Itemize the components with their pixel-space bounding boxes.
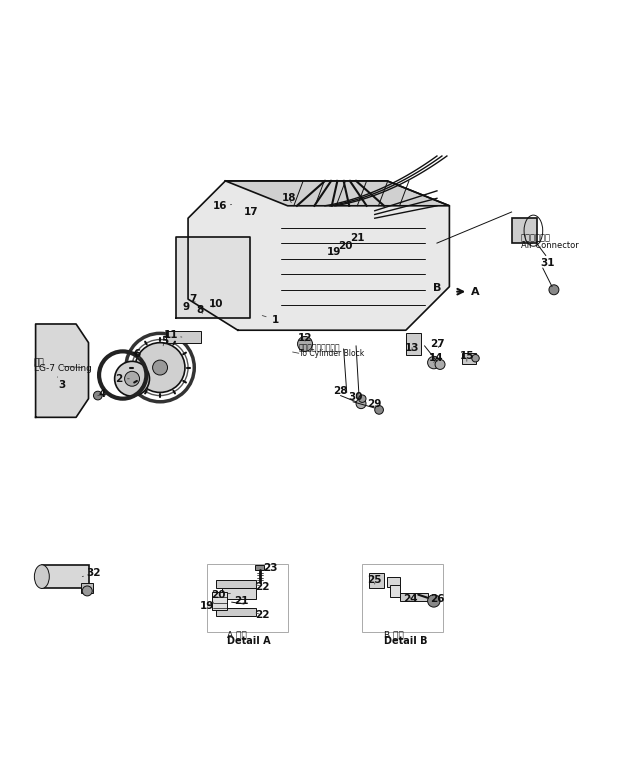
Text: 3: 3 [58,377,66,390]
Circle shape [375,406,383,414]
Circle shape [199,309,208,318]
Bar [222,587,256,599]
Text: 22: 22 [256,581,270,591]
Text: エアコネクタ: エアコネクタ [521,233,551,242]
Text: 8: 8 [197,306,204,315]
Text: 14: 14 [428,353,443,363]
Polygon shape [188,181,449,331]
Bar [362,564,443,632]
Bar [42,565,89,588]
Text: 1: 1 [262,315,279,325]
Bar [81,584,94,593]
Text: 2: 2 [115,374,129,384]
Text: 29: 29 [368,399,382,409]
Text: 20: 20 [211,590,231,600]
Circle shape [298,337,312,351]
Polygon shape [36,324,89,417]
Text: 18: 18 [282,193,296,204]
Text: B: B [432,283,441,293]
Text: A: A [471,287,480,296]
Bar [369,573,384,588]
Bar [207,564,288,632]
Text: Air Connector: Air Connector [521,241,579,250]
Bar [212,591,228,610]
Text: Detail B: Detail B [384,636,428,646]
Text: 13: 13 [405,343,419,353]
Text: 19: 19 [199,601,214,611]
Bar [166,331,201,343]
Bar [462,353,476,365]
Text: Detail A: Detail A [227,636,270,646]
Text: 冷却: 冷却 [34,358,44,367]
Polygon shape [226,181,449,206]
Text: 9: 9 [182,302,189,312]
Text: B 詳細: B 詳細 [384,631,404,640]
Circle shape [549,285,559,295]
Circle shape [94,391,102,400]
Text: 15: 15 [459,351,474,361]
Circle shape [135,343,185,392]
Text: 12: 12 [298,333,312,343]
Bar [226,193,250,212]
Text: 10: 10 [209,299,223,309]
Text: A 詳細: A 詳細 [227,631,246,640]
Text: 6: 6 [133,349,141,359]
Text: 19: 19 [327,248,341,258]
Circle shape [114,361,149,396]
Text: 21: 21 [350,233,364,243]
Text: 31: 31 [541,258,555,268]
Circle shape [191,298,204,310]
Circle shape [435,359,445,369]
Text: 5: 5 [161,336,168,346]
Bar [250,198,272,221]
Text: 28: 28 [333,386,348,396]
Text: 4: 4 [98,389,106,399]
Text: 30: 30 [349,392,363,403]
Bar [512,218,536,243]
Text: 24: 24 [404,594,418,604]
Circle shape [359,395,366,402]
Text: 7: 7 [189,294,197,304]
Bar [390,585,399,597]
Text: 16: 16 [213,201,232,211]
Circle shape [82,586,92,596]
Text: 22: 22 [256,610,270,620]
Bar [216,580,256,588]
Bar [387,578,399,587]
Text: 21: 21 [234,596,248,606]
Circle shape [152,360,168,375]
Text: 26: 26 [430,594,444,604]
Text: 20: 20 [338,241,352,252]
Polygon shape [176,237,250,318]
Ellipse shape [281,195,304,210]
Circle shape [428,356,440,369]
Circle shape [356,399,366,409]
Ellipse shape [206,302,221,312]
Text: To Cylinder Block: To Cylinder Block [299,350,364,359]
Circle shape [124,372,139,386]
Bar [399,594,428,601]
Text: LG-7 Cooling: LG-7 Cooling [34,364,92,373]
Circle shape [472,354,479,362]
Text: シリンダブロックへ: シリンダブロックへ [299,343,341,352]
Text: 11: 11 [163,330,182,340]
Circle shape [428,594,440,607]
Text: 25: 25 [368,575,382,585]
Bar [406,334,421,355]
Bar [216,608,256,616]
Text: 17: 17 [244,207,259,217]
Ellipse shape [34,565,49,588]
Text: 23: 23 [263,563,278,573]
Text: 27: 27 [429,339,444,349]
Bar [255,565,264,570]
Text: 32: 32 [82,568,101,578]
